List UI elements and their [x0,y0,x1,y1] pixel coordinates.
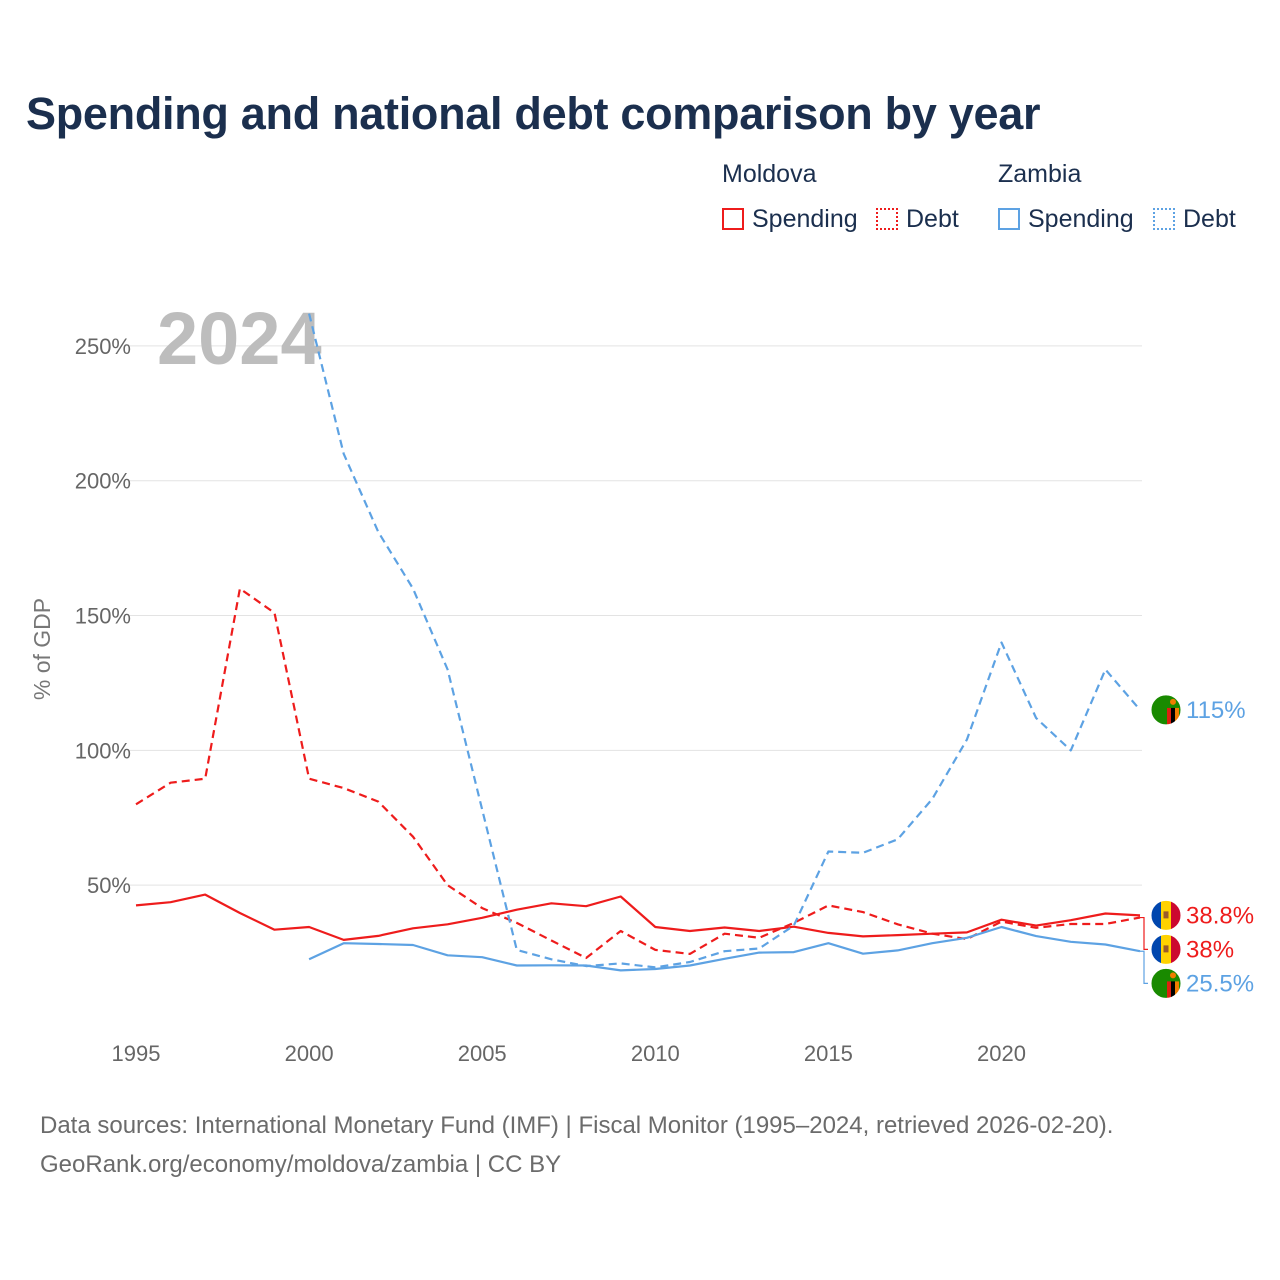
end-labels-layer: 115% 38.8% 38% 25.5% [1140,694,1254,999]
end-label-value: 38.8% [1186,902,1254,929]
x-tick-label: 2000 [285,1041,334,1066]
source-line-2[interactable]: GeoRank.org/economy/moldova/zambia | CC … [40,1151,562,1178]
zambia-flag-icon [1151,968,1181,999]
legend-item-moldova-spending[interactable]: Spending [722,204,858,234]
chart-title: Spending and national debt comparison by… [26,88,1041,139]
legend-item-moldova-debt[interactable]: Debt [876,204,959,234]
end-label-connector [1140,950,1148,984]
x-tick-label: 2010 [631,1041,680,1066]
x-tick-label: 1995 [112,1041,161,1066]
end-label-zambia-spending: 25.5% [1140,950,1254,999]
legend-item-zambia-debt[interactable]: Debt [1153,204,1236,234]
line-chart: 50% 100% 150% 200% 250% 1995 2000 2005 2010 2015 2… [29,297,1254,1066]
y-tick-label: 100% [75,738,131,763]
series-line-moldova-debt[interactable] [135,587,1141,960]
legend-group-zambia: Zambia [998,160,1082,188]
moldova-flag-icon [1151,900,1181,931]
series-line-zambia-spending[interactable] [308,925,1141,972]
moldova-flag-icon [1151,934,1181,965]
y-tick-label: 150% [75,604,131,629]
grid-layer: 50% 100% 150% 200% 250% 1995 2000 2005 2010 2015 2… [75,334,1142,1066]
end-label-zambia-debt: 115% [1150,694,1246,726]
end-label-value: 25.5% [1186,970,1254,997]
legend-label-zambia-debt: Debt [1183,204,1236,233]
source-line-1: Data sources: International Monetary Fun… [40,1112,1114,1139]
legend-swatch-moldova-spending [722,208,744,230]
legend-swatch-zambia-spending [998,208,1020,230]
y-tick-label: 200% [75,469,131,494]
legend-label-moldova-spending: Spending [752,204,858,233]
end-label-connector [1140,916,1148,950]
source-note: Data sources: International Monetary Fun… [40,1106,1113,1184]
series-layer [135,313,1141,972]
y-tick-label: 50% [87,873,131,898]
end-label-value: 38% [1186,936,1234,963]
end-label-value: 115% [1186,697,1246,724]
end-label-moldova-spending: 38.8% [1150,899,1254,931]
x-tick-label: 2020 [977,1041,1026,1066]
watermark-year: 2024 [157,297,322,380]
series-line-zambia-debt[interactable] [308,313,1141,969]
legend-swatch-zambia-debt [1153,208,1175,230]
y-tick-label: 250% [75,334,131,359]
x-tick-label: 2005 [458,1041,507,1066]
x-tick-label: 2015 [804,1041,853,1066]
y-axis-label: % of GDP [29,598,55,700]
legend-item-zambia-spending[interactable]: Spending [998,204,1134,234]
series-line-moldova-spending[interactable] [135,893,1141,941]
legend-swatch-moldova-debt [876,208,898,230]
legend-label-moldova-debt: Debt [906,204,959,233]
legend-group-moldova: Moldova [722,160,817,188]
zambia-flag-icon [1151,694,1181,725]
end-label-moldova-debt: 38% [1140,916,1234,965]
legend-label-zambia-spending: Spending [1028,204,1134,233]
